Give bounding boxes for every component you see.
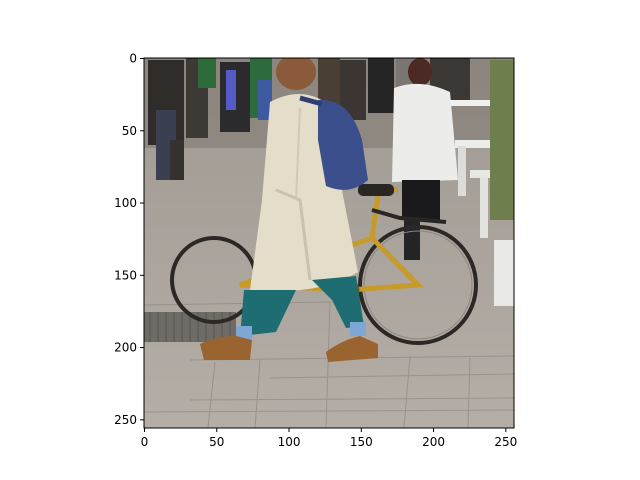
- axes-frame: [143, 57, 515, 429]
- planter: [490, 60, 514, 306]
- hair: [276, 58, 316, 90]
- photo: [144, 58, 514, 428]
- y-tick-label: 200: [114, 341, 137, 355]
- white-jacket-pedestrian: [392, 58, 458, 260]
- rear-wheel: [358, 225, 478, 345]
- y-tick-label: 250: [114, 413, 137, 427]
- x-axis: 0 50 100 150 200 250: [141, 428, 517, 449]
- y-axis: 0 50 100 150 200 250: [114, 52, 144, 427]
- y-tick-label: 100: [114, 196, 137, 210]
- backpack: [318, 99, 368, 190]
- x-tick-label: 100: [278, 435, 301, 449]
- x-tick-label: 0: [141, 435, 149, 449]
- y-tick-label: 50: [122, 124, 137, 138]
- walking-person: [200, 58, 378, 362]
- x-tick-label: 200: [422, 435, 445, 449]
- x-tick-label: 50: [209, 435, 224, 449]
- x-tick-label: 150: [350, 435, 373, 449]
- y-tick-label: 150: [114, 268, 137, 282]
- y-tick-label: 0: [129, 52, 137, 66]
- left-shoe: [200, 336, 252, 360]
- trousers: [240, 290, 296, 336]
- right-shoe: [326, 336, 378, 362]
- x-tick-label: 250: [494, 435, 517, 449]
